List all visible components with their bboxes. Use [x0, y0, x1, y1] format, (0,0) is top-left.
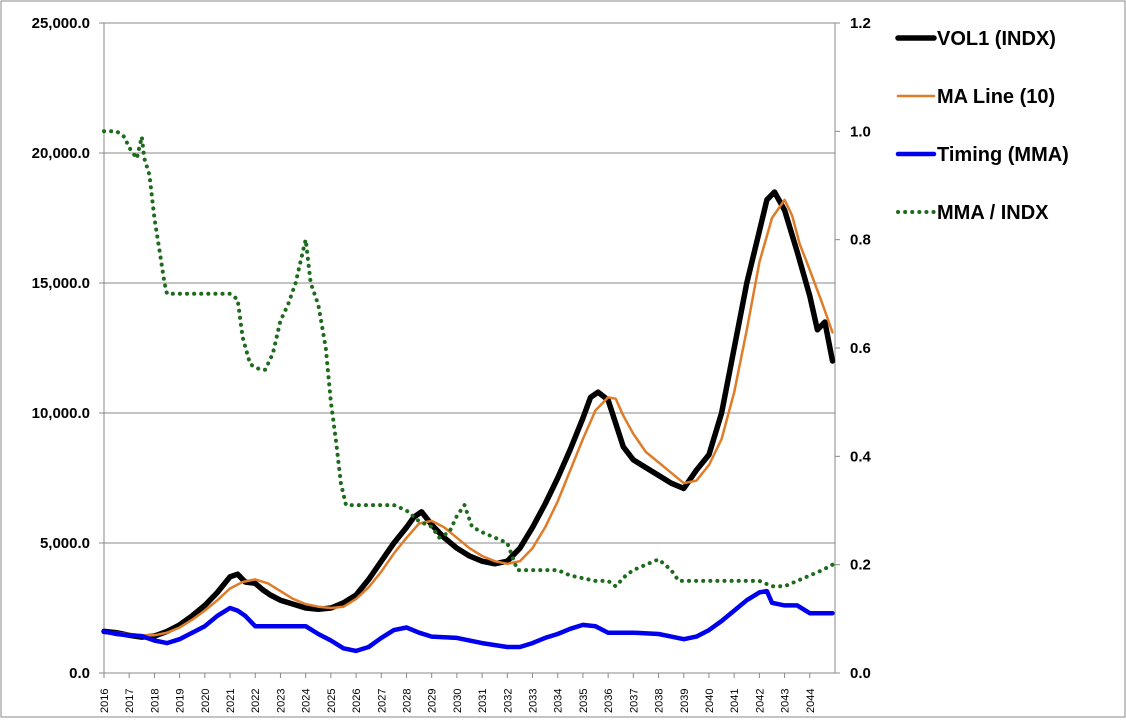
x-tick-label: 2034	[553, 689, 565, 713]
gridlines	[104, 152, 835, 544]
x-tick-label: 2018	[149, 689, 161, 713]
x-tick-label: 2032	[502, 689, 514, 713]
x-tick-label: 2029	[427, 689, 439, 713]
x-tick-label: 2033	[528, 689, 540, 713]
y-right-tick-label: 0.4	[850, 448, 872, 465]
x-tick-label: 2025	[326, 689, 338, 713]
x-tick-label: 2016	[99, 689, 111, 713]
x-tick-label: 2041	[729, 689, 741, 713]
legend-label: Timing (MMA)	[937, 144, 1069, 166]
x-tick-label: 2040	[704, 689, 716, 713]
series-line-mma-indx	[102, 129, 835, 589]
y-axis-left: 0.0 5,000.0 10,000.0 15,000.0 20,000.0 25,000…	[32, 15, 104, 682]
legend-label: MA Line (10)	[937, 86, 1055, 108]
y-right-tick-label: 1.0	[850, 123, 871, 140]
x-tick-label: 2017	[124, 689, 136, 713]
series-line-ma-line-10	[102, 198, 834, 637]
x-tick-label: 2027	[376, 689, 388, 713]
x-tick-label: 2044	[805, 689, 817, 713]
x-tick-label: 2026	[351, 689, 363, 713]
series-line-vol1-indx	[101, 189, 836, 640]
y-axis-right: 0.0 0.2 0.4 0.6 0.8 1.0 1.2	[835, 15, 872, 682]
plot-area	[103, 22, 836, 674]
series-lines	[101, 129, 836, 654]
y-left-tick-label: 5,000.0	[40, 535, 90, 552]
y-left-tick-label: 0.0	[69, 665, 90, 682]
x-tick-label: 2023	[275, 689, 287, 713]
x-tick-label: 2021	[225, 689, 237, 713]
legend-label: MMA / INDX	[937, 202, 1049, 224]
series-line-timing-mma	[101, 588, 835, 654]
y-left-tick-label: 25,000.0	[32, 15, 90, 32]
y-right-tick-label: 0.6	[850, 340, 871, 357]
x-tick-label: 2038	[654, 689, 666, 713]
y-right-tick-label: 0.8	[850, 232, 871, 249]
x-tick-label: 2036	[603, 689, 615, 713]
x-tick-label: 2035	[578, 689, 590, 713]
x-tick-label: 2039	[679, 689, 691, 713]
y-right-tick-label: 1.2	[850, 15, 871, 32]
x-tick-label: 2020	[200, 689, 212, 713]
x-tick-label: 2022	[250, 689, 262, 713]
y-left-tick-label: 20,000.0	[32, 145, 90, 162]
legend: VOL1 (INDX) MA Line (10) Timing (MMA) MMA /…	[895, 28, 1069, 224]
y-right-tick-label: 0.0	[850, 665, 871, 682]
y-left-tick-label: 15,000.0	[32, 275, 90, 292]
x-tick-label: 2043	[780, 689, 792, 713]
legend-label: VOL1 (INDX)	[937, 28, 1056, 50]
y-left-tick-label: 10,000.0	[32, 405, 90, 422]
y-right-tick-label: 0.2	[850, 557, 871, 574]
x-tick-label: 2028	[401, 689, 413, 713]
x-tick-label: 2024	[301, 689, 313, 713]
x-tick-label: 2030	[452, 689, 464, 713]
x-tick-label: 2019	[175, 689, 187, 713]
x-tick-label: 2037	[628, 689, 640, 713]
x-tick-label: 2042	[754, 689, 766, 713]
x-axis: 2016 2017 2018 2019 2020 2021 2022 2023 2024 2025…	[99, 673, 817, 713]
x-tick-label: 2031	[477, 689, 489, 713]
